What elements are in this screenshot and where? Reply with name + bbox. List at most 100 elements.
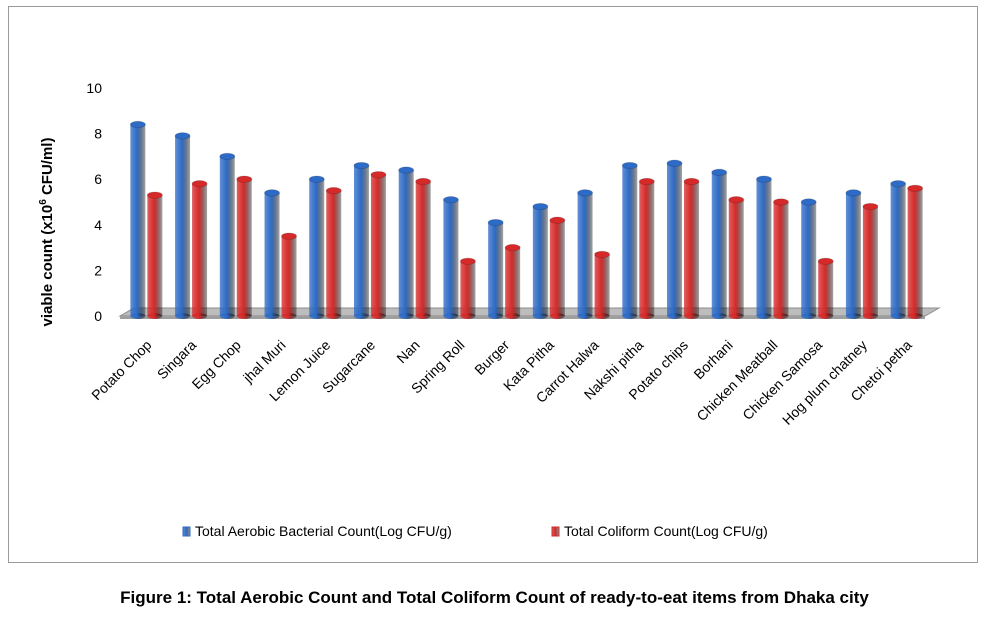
bar-cap xyxy=(281,232,298,240)
bar-base xyxy=(415,313,431,319)
bar-body xyxy=(192,183,208,316)
bar-base xyxy=(309,313,325,319)
y-tick-label: 0 xyxy=(94,308,102,324)
bar-base xyxy=(353,313,369,319)
x-tick-label: Nan xyxy=(393,337,422,366)
bar-aerobic xyxy=(755,175,772,319)
bar-coliform xyxy=(638,177,655,319)
bar-aerobic xyxy=(129,120,146,319)
bar-coliform xyxy=(549,216,566,319)
bar-base xyxy=(236,313,252,319)
legend-label: Total Coliform Count(Log CFU/g) xyxy=(564,523,768,539)
bar-aerobic xyxy=(532,202,549,319)
bar-base xyxy=(684,313,700,319)
bar-cap xyxy=(370,170,387,179)
bar-body xyxy=(353,165,369,316)
bar-base xyxy=(845,313,861,319)
y-tick-label: 4 xyxy=(94,217,102,233)
bar-base xyxy=(460,313,476,319)
bar-base xyxy=(773,313,789,319)
bar-coliform xyxy=(594,250,611,319)
bar-body xyxy=(281,236,297,316)
bar-cap xyxy=(236,175,253,183)
bar-base xyxy=(192,313,208,319)
bar-base xyxy=(549,313,565,319)
bar-cap xyxy=(772,198,789,206)
bar-base xyxy=(577,313,593,319)
bar-aerobic xyxy=(219,152,236,319)
bar-coliform xyxy=(370,170,387,319)
bar-base xyxy=(639,313,655,319)
bar-body xyxy=(728,199,744,316)
bar-coliform xyxy=(728,196,745,319)
bar-body xyxy=(756,179,772,316)
bar-cap xyxy=(683,177,700,186)
bar-cap xyxy=(191,180,208,188)
bar-cap xyxy=(755,175,772,183)
bar-base xyxy=(443,313,459,319)
bar-body xyxy=(326,190,342,316)
bar-cap xyxy=(174,132,191,140)
bars xyxy=(129,120,924,319)
bar-coliform xyxy=(504,243,521,319)
bar-base xyxy=(756,313,772,319)
bar-cap xyxy=(817,257,834,265)
bar-body xyxy=(684,181,700,316)
bar-aerobic xyxy=(666,159,683,319)
legend: Total Aerobic Bacterial Count(Log CFU/g)… xyxy=(182,523,768,539)
bar-coliform xyxy=(191,180,208,319)
bar-cap xyxy=(728,196,745,204)
bar-body xyxy=(532,206,548,316)
bar-base xyxy=(667,313,683,319)
bar-body xyxy=(639,181,655,316)
bar-base xyxy=(147,313,163,319)
y-tick-label: 8 xyxy=(94,126,102,142)
bar-body xyxy=(264,192,280,316)
bar-aerobic xyxy=(800,198,817,319)
bar-body xyxy=(711,172,727,316)
bar-aerobic xyxy=(577,189,594,319)
bar-base xyxy=(370,313,386,319)
bar-base xyxy=(594,313,610,319)
bar-base xyxy=(488,313,504,319)
bar-cap xyxy=(907,184,924,193)
legend-swatch xyxy=(182,526,191,537)
bar-cap xyxy=(487,218,504,227)
bar-body xyxy=(773,202,789,316)
bar-cap xyxy=(862,202,879,211)
bar-cap xyxy=(325,186,342,195)
bar-cap xyxy=(459,257,476,265)
bar-aerobic xyxy=(174,132,191,319)
bar-cap xyxy=(129,120,146,129)
x-tick-label: Burger xyxy=(471,337,512,378)
bar-cap xyxy=(549,216,566,224)
bar-body xyxy=(236,179,252,316)
legend-item: Total Aerobic Bacterial Count(Log CFU/g) xyxy=(182,523,452,539)
bar-base xyxy=(622,313,638,319)
bar-cap xyxy=(621,161,638,170)
x-tick-label: Chicken Meatball xyxy=(693,337,780,424)
bar-aerobic xyxy=(398,166,415,319)
bar-cap xyxy=(415,177,432,186)
bar-body xyxy=(890,183,906,316)
x-tick-label: Chicken Samosa xyxy=(739,337,825,423)
bar-coliform xyxy=(683,177,700,319)
bar-base xyxy=(326,313,342,319)
y-axis-label: viable count (x106 CFU/ml) xyxy=(38,138,56,327)
bar-aerobic xyxy=(308,175,325,319)
bar-body xyxy=(667,163,683,316)
bar-aerobic xyxy=(442,196,459,319)
bar-aerobic xyxy=(487,218,504,319)
legend-label: Total Aerobic Bacterial Count(Log CFU/g) xyxy=(195,523,452,539)
bar-base xyxy=(532,313,548,319)
bar-cap xyxy=(146,191,163,199)
bar-cap xyxy=(638,177,655,186)
legend-swatch xyxy=(551,526,560,537)
y-tick-label: 2 xyxy=(94,262,102,278)
x-tick-label: Borhani xyxy=(690,337,735,382)
bar-body xyxy=(549,220,565,316)
bar-cap xyxy=(577,189,594,197)
bar-cap xyxy=(504,243,521,252)
